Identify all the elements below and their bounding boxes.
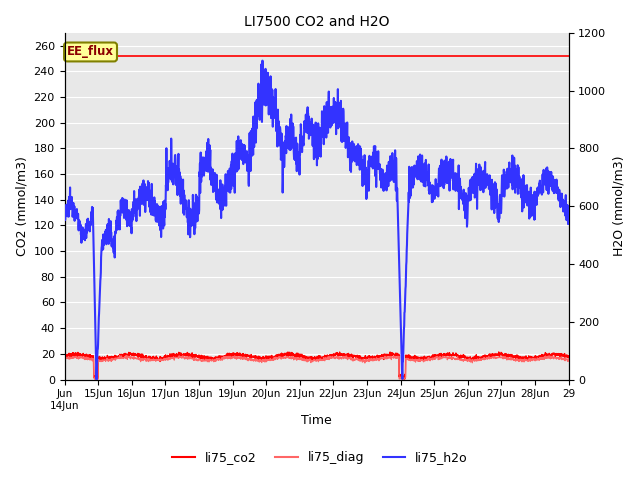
Text: EE_flux: EE_flux	[67, 46, 114, 59]
Y-axis label: CO2 (mmol/m3): CO2 (mmol/m3)	[15, 156, 28, 256]
Legend: li75_co2, li75_diag, li75_h2o: li75_co2, li75_diag, li75_h2o	[167, 446, 473, 469]
Title: LI7500 CO2 and H2O: LI7500 CO2 and H2O	[244, 15, 389, 29]
Y-axis label: H2O (mmol/m3): H2O (mmol/m3)	[612, 156, 625, 256]
X-axis label: Time: Time	[301, 414, 332, 427]
